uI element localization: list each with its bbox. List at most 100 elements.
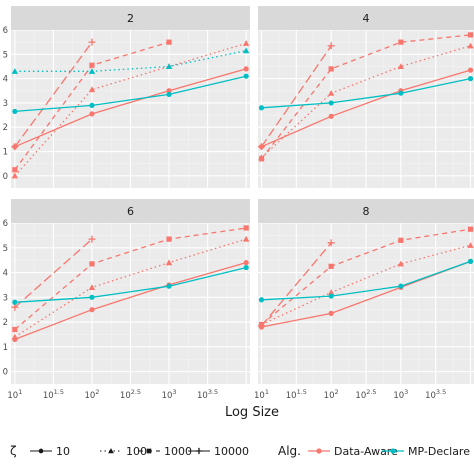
legend-key-zeta-1000: 1000 [138, 445, 192, 458]
legend-marker [108, 448, 114, 454]
y-tick-label: 6 [3, 219, 8, 229]
data-point [12, 108, 18, 115]
data-point [242, 47, 250, 54]
series-line [260, 34, 471, 160]
data-point [89, 294, 95, 300]
x-tick-label: 102.5 [120, 388, 141, 401]
data-point [258, 297, 265, 303]
x-tick-label: 103 [393, 388, 408, 401]
y-tick-label: 1 [3, 148, 8, 158]
data-point [328, 293, 334, 299]
legend-title-zeta: ζ [10, 444, 17, 458]
legend-key-alg: Data-Aware [308, 445, 398, 458]
data-point [88, 235, 96, 243]
data-point [11, 143, 19, 151]
data-point [243, 264, 249, 271]
data-point [467, 67, 474, 73]
data-point [258, 156, 265, 162]
x-axis-title: Log Size [225, 405, 279, 420]
data-point [467, 76, 474, 82]
data-point [327, 90, 335, 96]
facet-strip [258, 199, 474, 223]
data-point [258, 143, 265, 151]
facet-panel-2: 2 0 1 2 3 4 5 6 [3, 6, 250, 188]
y-tick-label: 0 [3, 172, 8, 182]
data-point [88, 86, 96, 93]
grid-major [258, 223, 474, 384]
grid-minor [11, 30, 250, 188]
data-point [258, 105, 265, 111]
data-point [467, 242, 474, 248]
data-point [398, 90, 404, 96]
data-point [397, 260, 405, 267]
data-point [243, 73, 249, 79]
y-tick-label: 4 [3, 75, 8, 85]
x-axis: 101 101.5 102 102.5 103 103.5 101 101.5 102 102.5… [7, 388, 446, 401]
series-line [14, 41, 93, 148]
data-point [165, 63, 173, 70]
y-tick-label: 4 [3, 269, 8, 279]
panels: 2 0 1 2 3 4 5 6 4 6 0 1 2 3 4 5 6 8 [3, 6, 474, 384]
data-point [467, 42, 474, 49]
x-tick-label: 101 [254, 388, 269, 401]
x-tick-label: 102 [324, 388, 339, 401]
data-point [243, 260, 249, 266]
data-point [327, 42, 335, 50]
grid-major [258, 30, 474, 188]
x-tick-label: 101.5 [43, 388, 64, 401]
data-point [328, 66, 334, 72]
facet-strip [11, 6, 250, 30]
series-line [261, 77, 471, 109]
legend-marker [390, 448, 396, 454]
series-line [14, 68, 247, 148]
data-point [467, 258, 474, 264]
y-tick-label: 6 [3, 26, 8, 36]
data-point [327, 289, 335, 295]
legend-label: Data-Aware [334, 445, 398, 458]
data-point [397, 63, 405, 70]
y-tick-label: 0 [3, 368, 8, 378]
x-tick-label: 103.5 [425, 388, 446, 401]
legend: ζ 10 100 1000 10000 Alg. Data-Aware MP-Declare [10, 444, 470, 458]
data-point [12, 326, 18, 333]
data-point [89, 307, 95, 313]
data-point [467, 32, 474, 38]
series-line [14, 50, 247, 72]
data-point [12, 299, 18, 305]
facet-panel-6: 6 0 1 2 3 4 5 6 [3, 199, 250, 384]
data-point [11, 68, 19, 74]
series-line [14, 238, 247, 338]
series-line [14, 266, 247, 303]
legend-key-zeta-10000: 10000 [188, 445, 249, 458]
legend-marker [316, 448, 322, 454]
data-point [12, 167, 18, 173]
data-point [242, 235, 250, 242]
data-point [166, 91, 172, 98]
series-line [14, 238, 93, 308]
series-line [261, 69, 471, 148]
legend-label: 10000 [214, 445, 249, 458]
y-tick-label: 2 [3, 318, 8, 328]
x-tick-label: 101.5 [286, 388, 307, 401]
legend-title-alg: Alg. [278, 444, 301, 458]
x-tick-label: 102.5 [355, 388, 376, 401]
data-point [89, 111, 95, 117]
facet-panel-4: 4 [258, 6, 474, 188]
data-point [328, 100, 334, 106]
data-point [398, 39, 404, 45]
series-line [261, 260, 471, 301]
x-tick-label: 103.5 [197, 388, 218, 401]
data-point [166, 283, 172, 289]
legend-label: 10 [56, 445, 70, 458]
data-point [327, 239, 335, 247]
data-point [166, 236, 172, 242]
data-point [89, 261, 95, 267]
data-point [243, 225, 249, 231]
data-point [398, 283, 404, 289]
facet-strip-label: 4 [363, 12, 370, 25]
series-group [258, 32, 474, 162]
facet-strip [258, 6, 474, 30]
data-point [328, 113, 334, 119]
legend-key-zeta-10: 10 [30, 445, 70, 458]
